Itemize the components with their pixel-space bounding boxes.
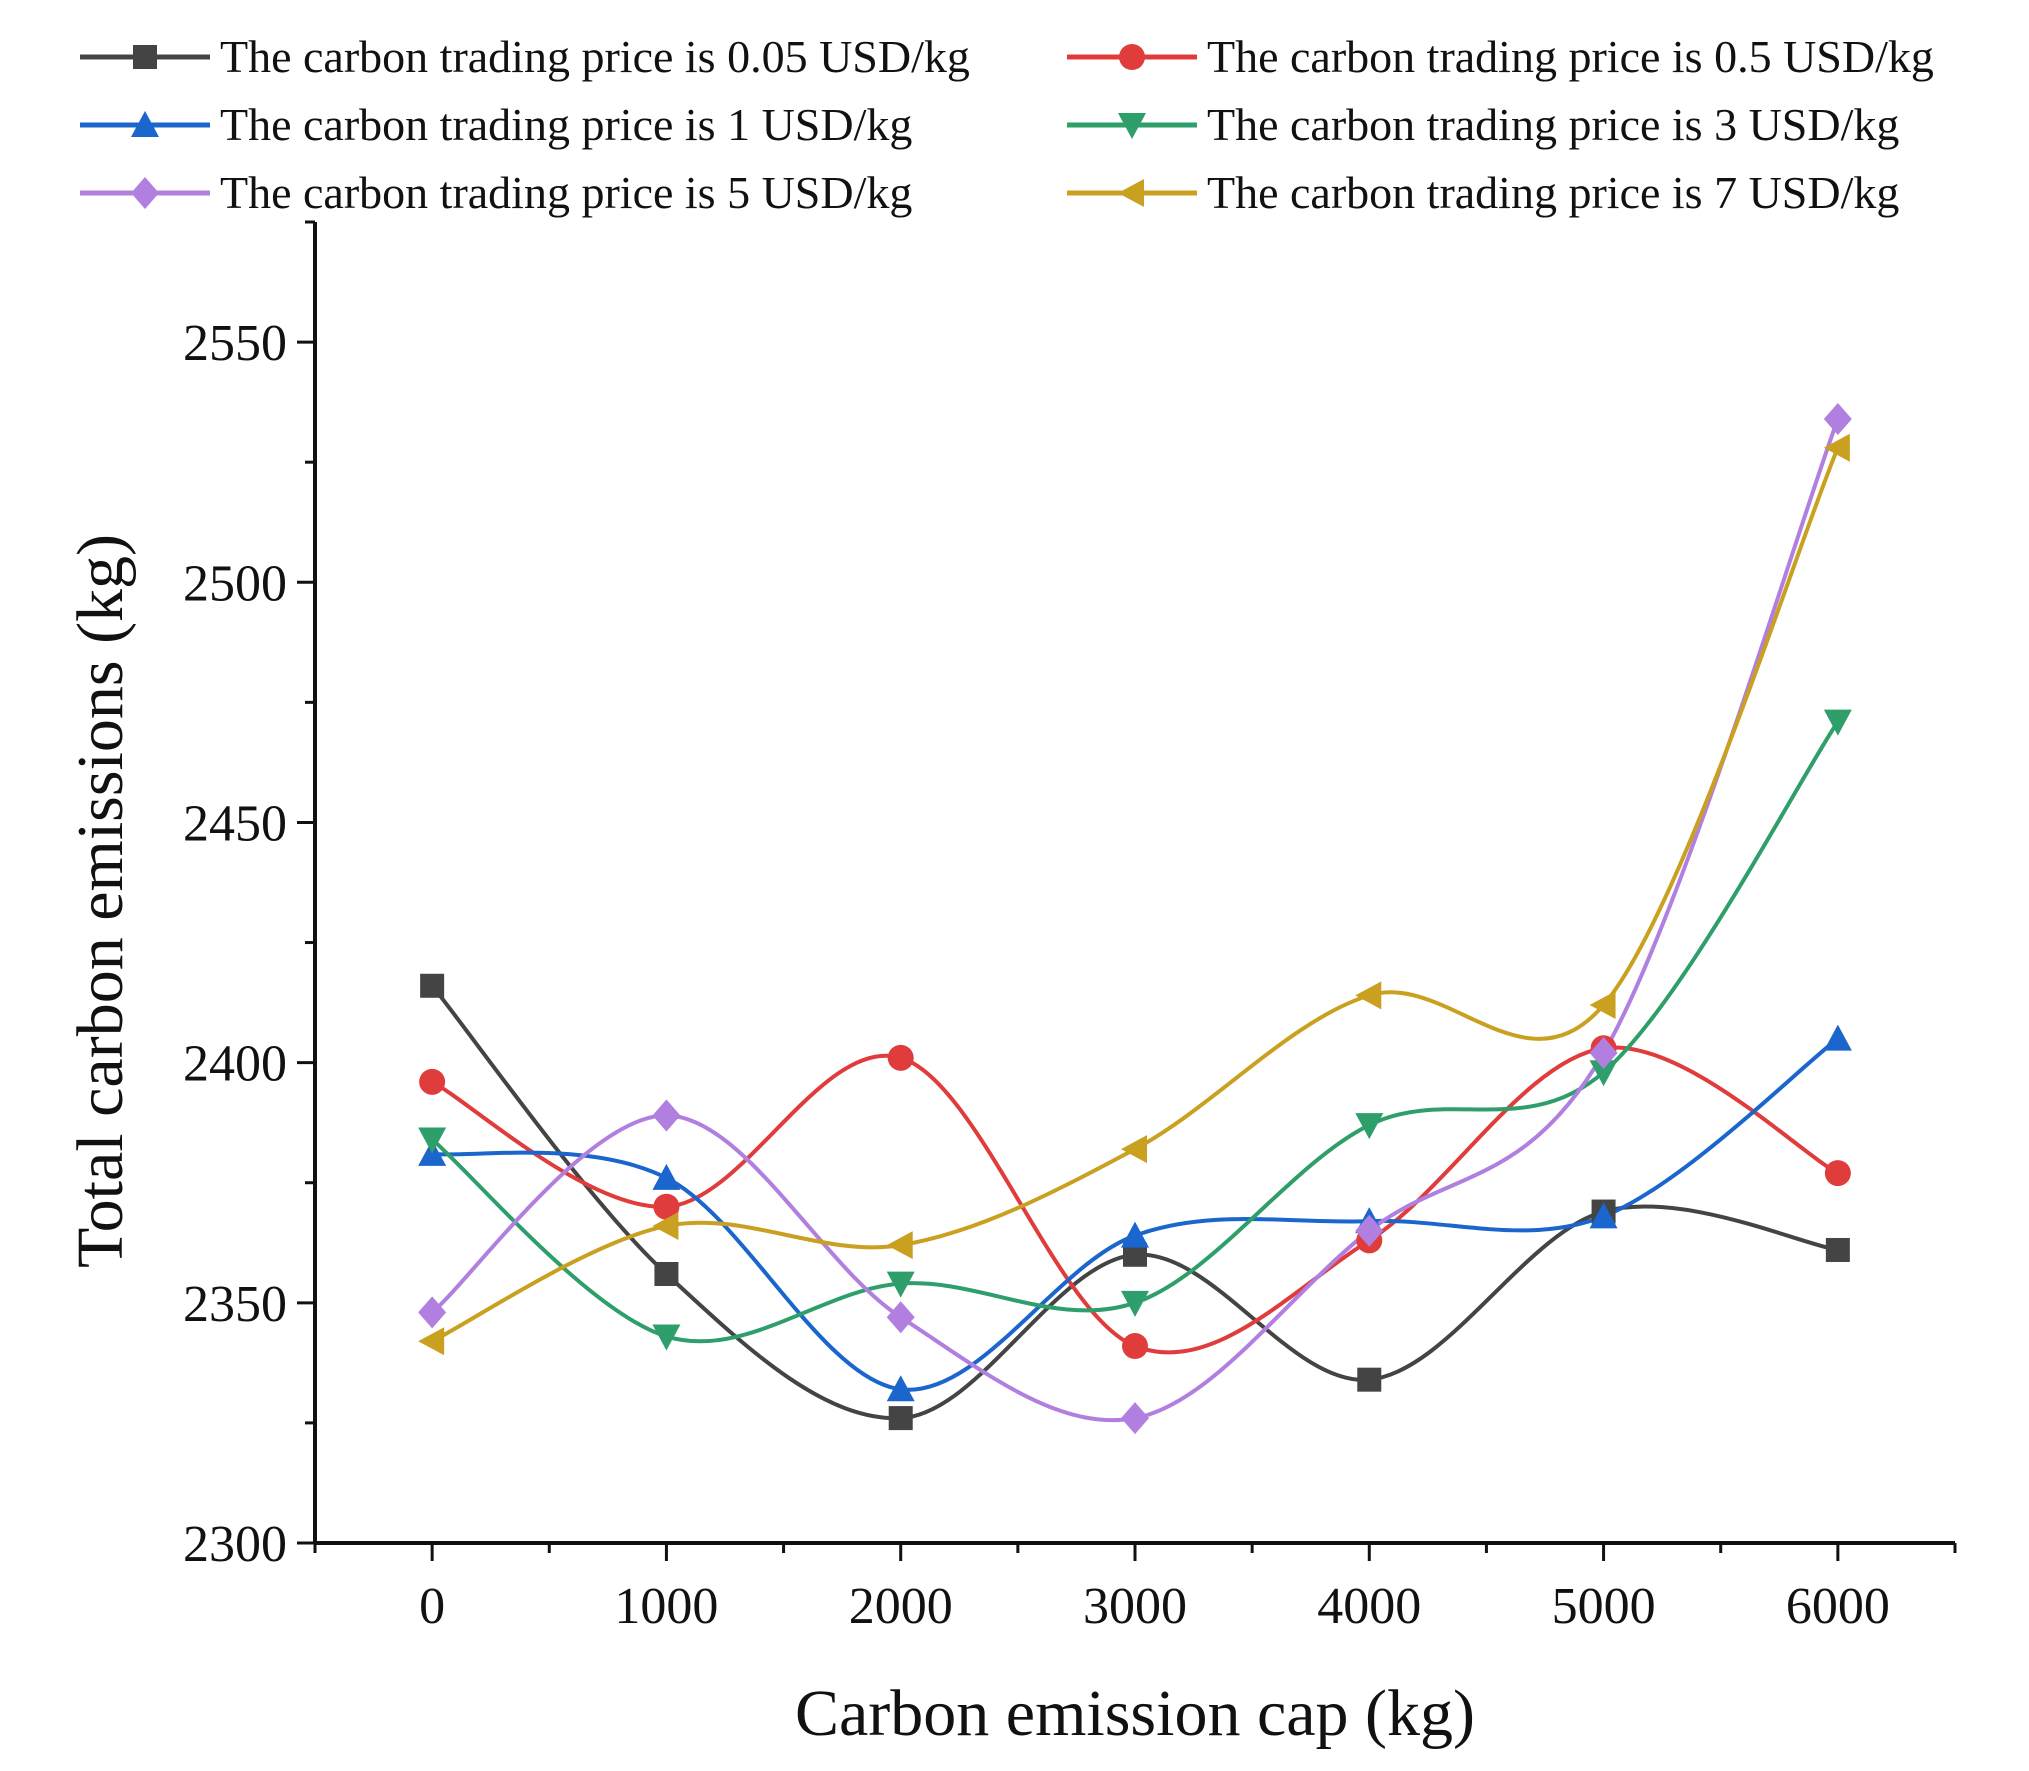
data-point — [1823, 709, 1852, 736]
legend-swatch-marker — [131, 177, 159, 209]
x-tick-label: 2000 — [849, 1578, 953, 1635]
data-point — [888, 1406, 913, 1431]
data-point — [886, 1375, 915, 1402]
x-tick-label: 4000 — [1317, 1578, 1421, 1635]
legend-label: The carbon trading price is 5 USD/kg — [220, 167, 912, 218]
legend-swatch-marker — [1118, 179, 1144, 207]
data-point — [652, 1211, 679, 1240]
data-point — [654, 1261, 679, 1286]
data-point — [886, 1231, 913, 1260]
data-point — [1355, 1214, 1384, 1247]
legend-swatch-marker — [131, 111, 159, 137]
data-point — [1355, 1113, 1384, 1140]
legend-item: The carbon trading price is 1 USD/kg — [80, 99, 912, 150]
legend-label: The carbon trading price is 0.5 USD/kg — [1207, 31, 1934, 82]
data-point — [1121, 1221, 1149, 1248]
data-point — [1357, 1367, 1382, 1392]
data-point — [1355, 981, 1382, 1010]
data-point — [886, 1271, 915, 1298]
series-markers — [418, 402, 1852, 1435]
data-point — [1824, 1160, 1851, 1187]
data-point — [1825, 1237, 1850, 1262]
legend-label: The carbon trading price is 0.05 USD/kg — [220, 31, 970, 82]
legend-label: The carbon trading price is 3 USD/kg — [1207, 99, 1899, 150]
y-tick-label: 2550 — [183, 315, 287, 372]
y-axis-label: Total carbon emissions (kg) — [64, 534, 137, 1268]
data-point — [1121, 1290, 1149, 1317]
legend-swatch-marker — [133, 45, 157, 69]
legend-item: The carbon trading price is 0.5 USD/kg — [1067, 31, 1934, 82]
data-point — [1589, 990, 1616, 1019]
legend-item: The carbon trading price is 3 USD/kg — [1067, 99, 1899, 150]
legend-item: The carbon trading price is 7 USD/kg — [1067, 167, 1899, 218]
data-point — [1823, 402, 1852, 435]
y-tick-label: 2500 — [183, 555, 287, 612]
legend-label: The carbon trading price is 7 USD/kg — [1207, 167, 1899, 218]
y-tick-label: 2350 — [183, 1276, 287, 1333]
data-point — [653, 1193, 680, 1220]
data-point — [419, 1068, 446, 1095]
y-tick-label: 2300 — [183, 1516, 287, 1573]
data-point — [418, 1127, 447, 1154]
data-point — [1589, 1202, 1618, 1229]
axes: 2300 2350 2400 2450 2500 2550 0 1000 2000 3000 400… — [183, 220, 1957, 1635]
x-tick-label: 5000 — [1552, 1578, 1656, 1635]
data-point — [1823, 1024, 1852, 1051]
data-point — [887, 1044, 914, 1071]
x-tick-label: 6000 — [1786, 1578, 1890, 1635]
series-line-5 — [430, 418, 1840, 1423]
y-tick-label: 2400 — [183, 1036, 287, 1093]
data-point — [418, 1296, 447, 1329]
data-point — [420, 973, 445, 998]
legend-item: The carbon trading price is 0.05 USD/kg — [80, 31, 970, 82]
data-point — [652, 1163, 681, 1190]
data-point — [1589, 1060, 1618, 1087]
data-point — [1122, 1333, 1148, 1360]
data-point — [418, 1327, 445, 1356]
data-point — [1121, 1402, 1149, 1435]
data-point — [886, 1301, 915, 1334]
legend-item: The carbon trading price is 5 USD/kg — [80, 167, 912, 218]
legend-label: The carbon trading price is 1 USD/kg — [220, 99, 912, 150]
data-point — [652, 1099, 681, 1132]
x-tick-label: 3000 — [1083, 1578, 1187, 1635]
legend-swatch-marker — [1118, 113, 1146, 139]
series-lines — [430, 418, 1840, 1423]
y-tick-label: 2450 — [183, 795, 287, 852]
data-point — [1121, 1135, 1147, 1164]
data-point — [1589, 1037, 1618, 1070]
legend: The carbon trading price is 0.05 USD/kg T… — [80, 31, 1934, 218]
x-tick-label: 0 — [419, 1578, 445, 1635]
x-tick-label: 1000 — [614, 1578, 718, 1635]
legend-swatch-marker — [1119, 44, 1145, 70]
data-point — [652, 1324, 681, 1351]
data-point — [1823, 433, 1850, 462]
x-axis-label: Carbon emission cap (kg) — [795, 1677, 1475, 1750]
